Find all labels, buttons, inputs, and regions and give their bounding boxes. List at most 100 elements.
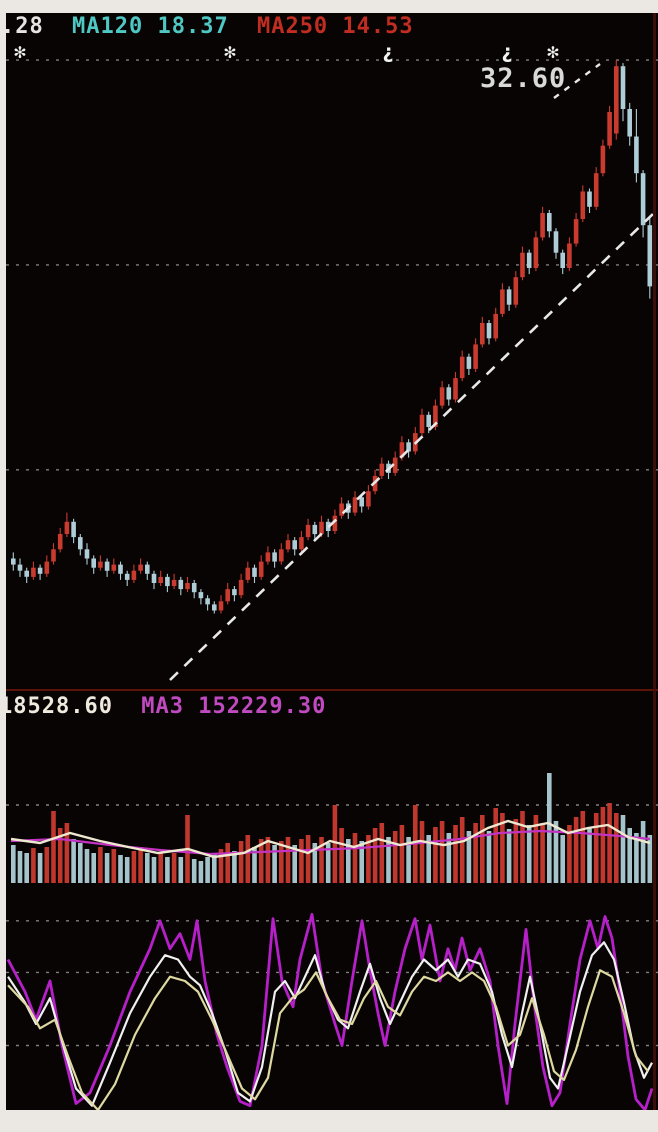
volume-indicator-header: 18528.60 MA3 152229.30 — [6, 695, 340, 719]
volume-bar — [138, 847, 143, 883]
candle-body — [17, 564, 23, 571]
candle-body — [218, 601, 224, 611]
volume-bar — [399, 825, 405, 883]
volume-bar — [526, 825, 532, 883]
candle-body — [339, 503, 344, 516]
volume-bar — [593, 813, 599, 883]
event-asterisk-marker[interactable]: ✻ — [223, 43, 236, 62]
volume-bar — [600, 807, 606, 883]
volume-value-label: 18528.60 — [6, 694, 113, 719]
volume-bar — [627, 828, 632, 883]
candle-body — [312, 524, 318, 535]
candle-body — [258, 561, 264, 577]
candle-body — [151, 573, 157, 583]
candle-body — [526, 252, 532, 268]
volume-bar — [31, 848, 36, 883]
candle-body — [198, 592, 204, 599]
volume-bar — [486, 831, 492, 883]
volume-bar — [17, 851, 23, 883]
candle-body — [205, 598, 210, 605]
inverted-question-marker[interactable]: ¿ — [382, 41, 393, 63]
candle-body — [520, 252, 525, 278]
candle-body — [272, 552, 277, 562]
volume-bar — [171, 853, 177, 883]
candle-body — [24, 570, 29, 577]
candle-body — [332, 515, 338, 531]
volume-bar — [439, 821, 445, 883]
volume-bar — [145, 853, 150, 883]
volume-bar — [292, 845, 297, 883]
volume-bar — [57, 828, 63, 883]
volume-bar — [319, 837, 324, 883]
candle-body — [111, 564, 117, 571]
candle-body — [238, 579, 244, 596]
volume-bar — [560, 835, 565, 883]
candle-body — [165, 576, 170, 587]
volume-pane[interactable]: 18528.60 MA3 152229.30 — [6, 691, 658, 887]
volume-bar — [11, 845, 16, 883]
volume-bar — [299, 839, 304, 883]
candle-body — [118, 564, 123, 574]
candle-body — [366, 491, 371, 507]
candle-body — [124, 573, 130, 580]
volume-bar — [124, 857, 130, 883]
kdj-svg — [6, 912, 658, 1110]
chart-frame: ✻✻¿¿✻ .28 MA120 18.37 MA250 14.53 32.60 … — [6, 13, 658, 1110]
volume-bar — [553, 821, 559, 883]
candle-body — [533, 237, 539, 268]
candle-body — [406, 442, 411, 452]
volume-bar — [51, 811, 56, 883]
volume-bar — [225, 843, 230, 883]
candle-body — [433, 405, 438, 427]
candlestick-svg: ✻ ✻ ¿ ¿ ✻ — [6, 41, 658, 681]
volume-bar — [151, 857, 157, 883]
candle-body — [252, 567, 257, 577]
volume-bar — [607, 803, 612, 883]
volume-bar — [178, 857, 184, 883]
candle-body — [265, 552, 271, 562]
volume-ma3-label: MA3 152229.30 — [141, 694, 327, 719]
price-fragment-label: .28 — [6, 14, 44, 39]
candle-body — [587, 191, 592, 207]
candle-body — [640, 173, 646, 226]
ma120-value-label: MA120 18.37 — [72, 14, 229, 39]
volume-bar — [252, 847, 257, 883]
volume-bar — [426, 835, 431, 883]
volume-bar — [386, 837, 391, 883]
event-asterisk-marker[interactable]: ✻ — [13, 43, 26, 62]
candle-body — [31, 567, 36, 577]
candle-body — [11, 558, 16, 565]
candle-body — [473, 344, 478, 369]
volume-bar — [98, 847, 103, 883]
candle-body — [178, 579, 184, 590]
ma250-value-label: MA250 14.53 — [256, 14, 414, 39]
volume-bar — [37, 853, 43, 883]
candle-body — [212, 604, 217, 611]
candle-body — [647, 225, 653, 287]
candle-body — [91, 558, 96, 568]
volume-bar — [312, 843, 318, 883]
candlestick-pane[interactable]: ✻ ✻ ¿ ¿ ✻ .28 MA120 18.37 MA250 14.53 32.60 — [6, 13, 658, 690]
volume-bar — [84, 849, 90, 883]
volume-svg — [6, 773, 658, 883]
kdj-oscillator-pane[interactable] — [6, 895, 658, 1110]
candle-body — [506, 289, 512, 305]
candle-body — [379, 463, 385, 476]
volume-bar — [533, 815, 539, 883]
volume-bar — [587, 827, 592, 883]
volume-bar — [279, 841, 284, 883]
candle-body — [392, 457, 398, 473]
candle-body — [634, 136, 639, 174]
event-asterisk-marker[interactable]: ✻ — [546, 43, 559, 62]
candle-body — [64, 521, 70, 534]
candle-body — [627, 109, 632, 137]
pane-separator-line — [6, 689, 658, 691]
volume-bar — [473, 823, 478, 883]
volume-bar — [258, 839, 264, 883]
candle-body — [299, 537, 304, 550]
volume-bar — [24, 853, 29, 883]
inverted-question-marker[interactable]: ¿ — [501, 41, 512, 63]
candle-body — [158, 576, 163, 583]
volume-bar — [245, 835, 251, 883]
candle-body — [614, 66, 619, 134]
